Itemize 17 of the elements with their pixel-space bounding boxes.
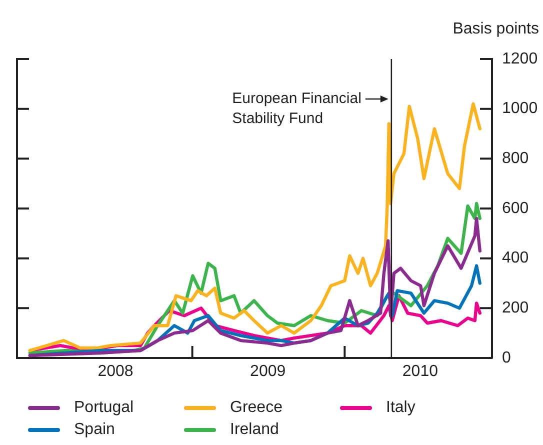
legend-label: Italy — [386, 399, 416, 417]
ref-line-label: European Financial Stability Fund — [232, 90, 362, 128]
legend-label: Ireland — [230, 421, 279, 439]
legend-label: Spain — [74, 421, 115, 439]
y-tick-label: 400 — [502, 250, 529, 267]
y-tick-label: 200 — [502, 300, 529, 317]
y-tick-label: 600 — [502, 200, 529, 217]
y-tick-label: 1000 — [502, 100, 538, 118]
y-tick-label: 0 — [502, 349, 511, 366]
y-axis-title: Basis points — [452, 20, 539, 38]
y-tick-label: 800 — [502, 150, 529, 168]
x-tick-label: 2009 — [250, 363, 286, 380]
legend-label: Greece — [230, 399, 282, 417]
y-tick-label: 1200 — [502, 50, 538, 68]
x-tick-label: 2010 — [402, 363, 438, 380]
x-tick-label: 2008 — [98, 363, 134, 380]
legend-label: Portugal — [74, 399, 134, 417]
